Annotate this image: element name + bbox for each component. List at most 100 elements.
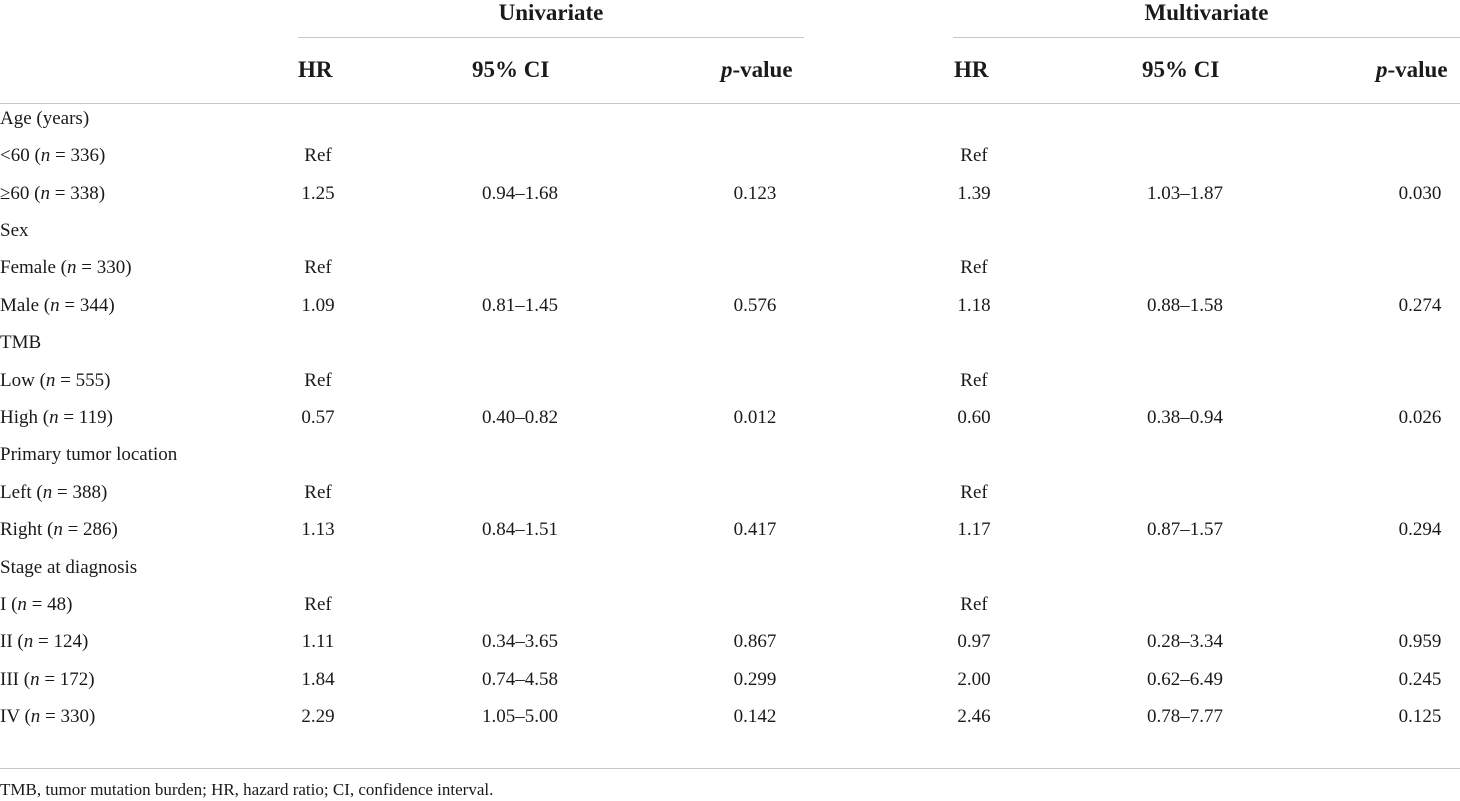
univariate-header: Univariate: [498, 0, 604, 25]
multivariate-p-value: 0.959: [1398, 631, 1442, 653]
table-row: Primary tumor location: [0, 436, 1460, 473]
univariate-hr: 1.09: [301, 294, 335, 316]
table-row: ≥60 (n = 338) 1.25 0.94–1.68 0.123 1.39 1.03–…: [0, 175, 1460, 212]
univariate-ci: 1.05–5.00: [482, 706, 558, 728]
table-row: I (n = 48) Ref Ref: [0, 586, 1460, 623]
multivariate-p-value: [1355, 100, 1460, 137]
row-label: Right (n = 286): [0, 519, 118, 541]
bottom-rule: [0, 768, 1460, 769]
multivariate-hr: 0.97: [957, 631, 991, 653]
univariate-hr: Ref: [304, 369, 332, 391]
multivariate-ci: [1115, 249, 1255, 286]
table-row: High (n = 119) 0.57 0.40–0.82 0.012 0.60 0.38…: [0, 399, 1460, 436]
table-row: Sex: [0, 212, 1460, 249]
multivariate-p-value: [1355, 249, 1460, 286]
multivariate-p-value: [1355, 362, 1460, 399]
univariate-p-value: 0.123: [733, 182, 777, 204]
univariate-p-value: 0.012: [733, 407, 777, 428]
multivariate-hr: Ref: [960, 369, 988, 391]
multivariate-ci: [1115, 474, 1255, 511]
row-label: Primary tumor location: [0, 444, 178, 466]
univariate-hr: [268, 324, 368, 361]
multivariate-ci: [1115, 586, 1255, 623]
univariate-p-value: [690, 362, 820, 399]
header-rule: [0, 103, 1460, 104]
multivariate-p-value: [1355, 212, 1460, 249]
univariate-ci: [450, 212, 590, 249]
multivariate-hr: Ref: [960, 257, 988, 279]
multivariate-p-value: [1355, 549, 1460, 586]
multivariate-hr: 1.17: [957, 519, 991, 541]
multivariate-p-value: 0.030: [1398, 182, 1442, 204]
univariate-rule: [298, 37, 804, 38]
univariate-hr: 1.11: [301, 631, 335, 653]
multivariate-hr: Ref: [960, 145, 988, 167]
row-label: <60 (n = 336): [0, 145, 106, 167]
univariate-hr: 0.57: [301, 407, 335, 428]
table-row: II (n = 124) 1.11 0.34–3.65 0.867 0.97 0.28–3…: [0, 623, 1460, 660]
univariate-ci: 0.74–4.58: [482, 668, 558, 690]
multivariate-hr-header: HR: [954, 57, 989, 82]
univariate-p-value: [690, 137, 820, 174]
table-row: Female (n = 330) Ref Ref: [0, 249, 1460, 286]
multivariate-ci-header: 95% CI: [1142, 57, 1220, 82]
univariate-ci: 0.84–1.51: [482, 519, 558, 541]
multivariate-ci: 0.87–1.57: [1147, 519, 1223, 541]
p-suffix: -value: [1387, 57, 1448, 82]
univariate-ci: 0.81–1.45: [482, 294, 558, 316]
multivariate-hr: [924, 324, 1024, 361]
multivariate-hr: 1.18: [957, 294, 991, 316]
univariate-ci: 0.40–0.82: [482, 407, 558, 428]
table-row: IV (n = 330) 2.29 1.05–5.00 0.142 2.46 0.78–7…: [0, 698, 1460, 735]
univariate-p-value: [690, 474, 820, 511]
multivariate-hr: 2.00: [957, 668, 991, 690]
univariate-p-value: [690, 324, 820, 361]
multivariate-ci: [1115, 100, 1255, 137]
univariate-hr: [268, 436, 368, 473]
univariate-ci: [450, 474, 590, 511]
univariate-p-value: [690, 436, 820, 473]
multivariate-header: Multivariate: [1144, 0, 1269, 25]
univariate-hr: 1.25: [301, 182, 335, 204]
table-row: <60 (n = 336) Ref Ref: [0, 137, 1460, 174]
row-label: High (n = 119): [0, 407, 113, 428]
univariate-ci: [450, 549, 590, 586]
univariate-p-value: [690, 249, 820, 286]
univariate-hr-header: HR: [298, 57, 333, 82]
univariate-p-value: 0.576: [733, 294, 777, 316]
univariate-ci: [450, 100, 590, 137]
multivariate-p-value: [1355, 474, 1460, 511]
multivariate-hr: 0.60: [957, 407, 991, 428]
p-italic: p: [721, 57, 733, 82]
multivariate-ci: 0.62–6.49: [1147, 668, 1223, 690]
multivariate-hr: [924, 549, 1024, 586]
univariate-p-value: [690, 549, 820, 586]
multivariate-ci: [1115, 436, 1255, 473]
multivariate-p-value: 0.294: [1398, 519, 1442, 541]
univariate-hr: Ref: [304, 594, 332, 615]
univariate-ci: [450, 436, 590, 473]
table-row: Stage at diagnosis: [0, 549, 1460, 586]
multivariate-ci: [1115, 362, 1255, 399]
multivariate-ci: [1115, 324, 1255, 361]
univariate-p-value: [690, 586, 820, 623]
univariate-hr: 2.29: [301, 706, 335, 728]
multivariate-p-value: 0.125: [1398, 706, 1442, 728]
univariate-hr: 1.13: [301, 519, 335, 541]
table-row: TMB: [0, 324, 1460, 361]
multivariate-ci: 1.03–1.87: [1147, 182, 1223, 204]
p-suffix: -value: [732, 57, 793, 82]
univariate-ci: [450, 362, 590, 399]
univariate-ci: [450, 586, 590, 623]
table-row: Male (n = 344) 1.09 0.81–1.45 0.576 1.18 0.88…: [0, 287, 1460, 324]
univariate-hr: [268, 100, 368, 137]
univariate-ci: [450, 249, 590, 286]
table-footnote: TMB, tumor mutation burden; HR, hazard r…: [0, 780, 494, 799]
multivariate-p-value: 0.026: [1398, 407, 1442, 428]
univariate-hr: [268, 549, 368, 586]
row-label: III (n = 172): [0, 668, 95, 690]
univariate-ci-header: 95% CI: [472, 57, 550, 82]
multivariate-p-value: [1355, 324, 1460, 361]
univariate-p-value: 0.142: [733, 706, 777, 728]
row-label: II (n = 124): [0, 631, 89, 653]
